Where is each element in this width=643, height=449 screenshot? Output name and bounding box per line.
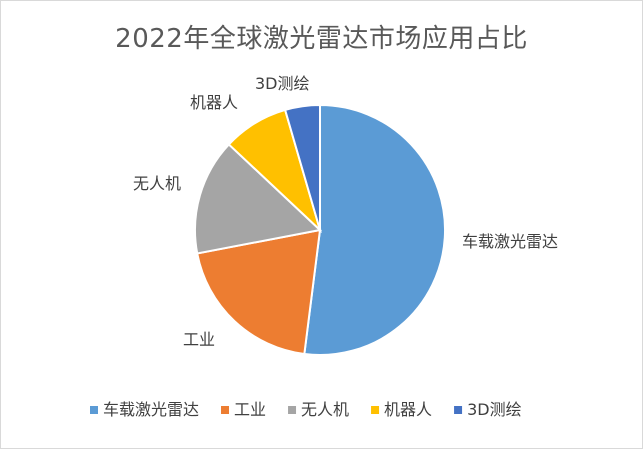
- chart-title: 2022年全球激光雷达市场应用占比: [115, 24, 528, 54]
- slice-label-2: 工业: [183, 330, 215, 349]
- pie-slice-5[interactable]: [283, 103, 321, 231]
- slice-label-3: 无人机: [133, 174, 181, 193]
- pie-slice-1[interactable]: [303, 103, 447, 356]
- legend-label-2: 工业: [234, 400, 266, 419]
- legend-label-5: 3D测绘: [467, 400, 522, 419]
- legend-swatch-1: [90, 406, 98, 414]
- legend-label-4: 机器人: [384, 400, 432, 419]
- legend: 车载激光雷达 工业 无人机 机器人 3D测绘: [90, 400, 522, 419]
- pie-slice-3[interactable]: [194, 143, 323, 255]
- legend-label-1: 车载激光雷达: [103, 400, 199, 419]
- legend-label-3: 无人机: [301, 400, 349, 419]
- slice-label-4: 机器人: [190, 93, 238, 112]
- legend-swatch-3: [288, 406, 297, 414]
- slice-label-5: 3D测绘: [255, 74, 310, 93]
- slice-label-1: 车载激光雷达: [462, 232, 558, 251]
- legend-swatch-4: [371, 406, 380, 414]
- pie-slice-2[interactable]: [196, 228, 322, 356]
- legend-swatch-2: [221, 406, 230, 414]
- legend-swatch-5: [454, 406, 463, 414]
